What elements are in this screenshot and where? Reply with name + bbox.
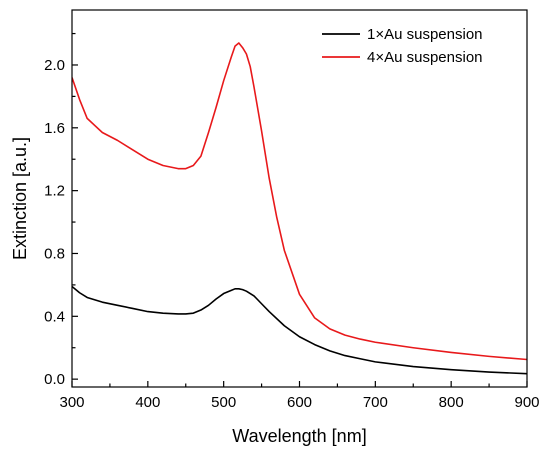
legend-label-1: 1×Au suspension <box>367 26 483 43</box>
y-axis-title: Extinction [a.u.] <box>10 137 30 260</box>
x-tick-label: 900 <box>514 394 539 411</box>
y-tick-label: 0.0 <box>44 371 65 388</box>
series-line-2 <box>72 42 527 361</box>
x-tick-label: 700 <box>363 394 388 411</box>
y-tick-label: 0.4 <box>44 308 65 325</box>
legend-label-2: 4×Au suspension <box>367 49 483 66</box>
y-tick-label: 0.8 <box>44 245 65 262</box>
y-tick-label: 2.0 <box>44 57 65 74</box>
x-tick-label: 300 <box>59 394 84 411</box>
x-tick-label: 800 <box>439 394 464 411</box>
plot-frame <box>71 9 528 388</box>
x-tick-label: 400 <box>135 394 160 411</box>
y-axis: 0.0 0.4 0.8 1.2 1.6 2.0 <box>44 32 78 388</box>
y-tick-label: 1.6 <box>44 120 65 137</box>
x-axis-title: Wavelength [nm] <box>232 426 366 446</box>
x-tick-label: 500 <box>211 394 236 411</box>
x-axis: 300 400 500 600 700 800 900 <box>59 381 540 411</box>
x-tick-label: 600 <box>287 394 312 411</box>
series-line-1 <box>72 285 527 375</box>
y-tick-label: 1.2 <box>44 183 65 200</box>
plot-area <box>72 42 527 375</box>
legend: 1×Au suspension 4×Au suspension <box>322 26 483 66</box>
